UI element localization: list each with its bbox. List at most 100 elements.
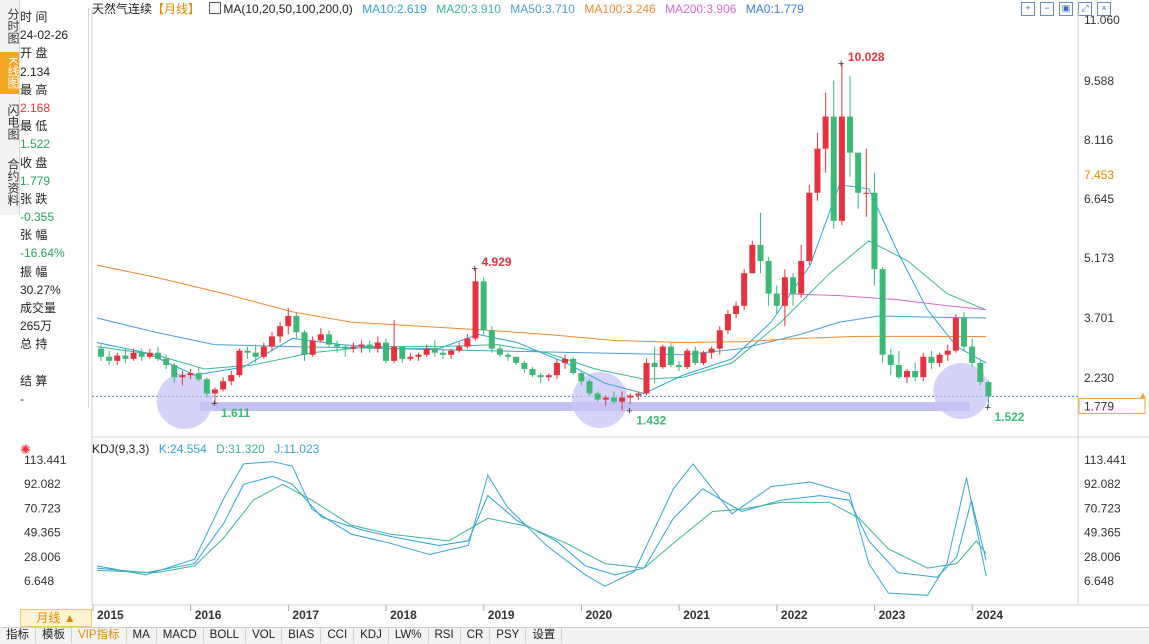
ma200-value: MA200:3.906 [665, 2, 737, 16]
tab-boll[interactable]: BOLL [204, 628, 247, 643]
candle-body [171, 364, 178, 378]
open-interest-label: 总 持 [20, 337, 48, 352]
close-label: 收 盘 [20, 155, 48, 170]
candle-body [944, 350, 951, 355]
layout-icon[interactable]: ▣ [1059, 2, 1073, 16]
tab-psy[interactable]: PSY [490, 628, 527, 643]
view-tabs: 分时图 K线图 闪电图 合约资料 [0, 0, 20, 215]
candle-body [342, 346, 349, 349]
candle-body [138, 352, 145, 357]
candle-body [325, 334, 332, 345]
candle-body [277, 326, 284, 337]
tab-kdj[interactable]: KDJ [354, 628, 389, 643]
tab-lw[interactable]: LW% [389, 628, 429, 643]
extreme-marker-icon: + [838, 58, 844, 70]
change-value: -0.355 [20, 210, 55, 225]
tab-bias[interactable]: BIAS [282, 628, 322, 643]
candle-body [480, 281, 487, 331]
tab-cr[interactable]: CR [461, 628, 491, 643]
candle-body [285, 316, 292, 327]
candle-body [439, 352, 446, 355]
candle-body [700, 352, 707, 363]
candle-body [98, 348, 104, 357]
candle-body [871, 192, 878, 270]
kdj-label[interactable]: KDJ(9,3,3) [92, 442, 150, 456]
extreme-price-label: 4.929 [482, 255, 512, 269]
kdj-header: ✺ KDJ(9,3,3) K:24.554 D:31.320 J:11.023 [20, 440, 325, 458]
tab-cci[interactable]: CCI [321, 628, 355, 643]
price-tick-label: 11.060 [1084, 13, 1120, 27]
extreme-price-label: 1.522 [994, 410, 1024, 424]
candle-body [407, 356, 414, 359]
period-label: 【月线】 [152, 2, 201, 16]
candle-body [855, 152, 862, 193]
kdj-d-value: D:31.320 [216, 442, 265, 456]
candle-body [790, 277, 797, 294]
candle-body [521, 362, 528, 370]
candle-body [847, 116, 854, 153]
candle-body [179, 375, 186, 378]
ma-params[interactable]: MA(10,20,50,100,200,0) [223, 2, 353, 16]
current-price-marker-icon: ▲ [1138, 390, 1148, 401]
high-value: 2.168 [20, 100, 51, 115]
candle-body [187, 373, 194, 376]
candle-body [146, 352, 153, 357]
candle-body [228, 375, 235, 382]
candle-body [382, 342, 389, 361]
candle-body [163, 358, 170, 365]
candle-body [985, 382, 992, 397]
ma-settings-icon[interactable] [209, 2, 222, 14]
candle-body [122, 355, 129, 359]
tab-time-share[interactable]: 分时图 [6, 8, 20, 44]
candle-body [627, 395, 634, 398]
candle-body [358, 344, 365, 347]
tab-macd[interactable]: MACD [157, 628, 204, 643]
candle-body [806, 192, 813, 261]
candle-body [798, 260, 805, 294]
kdj-k-value: K:24.554 [158, 442, 207, 456]
pct-value: -16.64% [20, 246, 65, 261]
candle-body [496, 348, 503, 355]
candle-body [244, 350, 251, 353]
price-tick-label: 5.173 [1084, 251, 1114, 265]
frequency-selector[interactable]: 月线 ▲ [20, 609, 92, 627]
tab-indicator[interactable]: 指标 [0, 628, 36, 643]
kdj-tick-label-right: 113.441 [1084, 453, 1127, 467]
kdj-settings-icon[interactable]: ✺ [20, 442, 31, 457]
tab-kline[interactable]: K线图 [0, 52, 20, 94]
candle-body [594, 393, 601, 400]
candle-body [643, 362, 650, 394]
candle-body [106, 356, 113, 361]
tab-vol[interactable]: VOL [246, 628, 283, 643]
candle-body [928, 356, 935, 363]
tab-rsi[interactable]: RSI [429, 628, 461, 643]
extreme-marker-icon: + [626, 406, 632, 418]
kdj-line-j [96, 461, 987, 596]
kdj-line-d [96, 483, 987, 574]
zoom-in-icon[interactable]: + [1021, 2, 1035, 16]
year-label: 2015 [97, 608, 124, 622]
candle-body [293, 316, 300, 333]
candle-body [724, 313, 731, 331]
tab-contract-info[interactable]: 合约资料 [6, 158, 20, 206]
tab-flash[interactable]: 闪电图 [6, 104, 20, 140]
candle-body [961, 318, 968, 347]
ma-line-ma50 [96, 315, 987, 356]
tab-template[interactable]: 模板 [36, 628, 72, 643]
candle-body [651, 362, 658, 367]
candle-body [529, 369, 536, 376]
fullscreen-icon[interactable]: ⤢ [1078, 2, 1092, 16]
kdj-tick-label-right: 70.723 [1084, 501, 1121, 515]
tab-ma[interactable]: MA [127, 628, 157, 643]
year-label: 2023 [879, 608, 906, 622]
zoom-out-icon[interactable]: − [1040, 2, 1054, 16]
tab-vip-indicator[interactable]: VIP指标 [72, 628, 127, 643]
tab-settings[interactable]: 设置 [526, 628, 563, 643]
close-icon[interactable]: × [1097, 2, 1111, 16]
candle-body [887, 354, 894, 365]
kdj-tick-label-left: 70.723 [24, 501, 61, 515]
candle-body [830, 116, 837, 221]
candle-body [391, 346, 398, 361]
candle-body [692, 350, 699, 363]
